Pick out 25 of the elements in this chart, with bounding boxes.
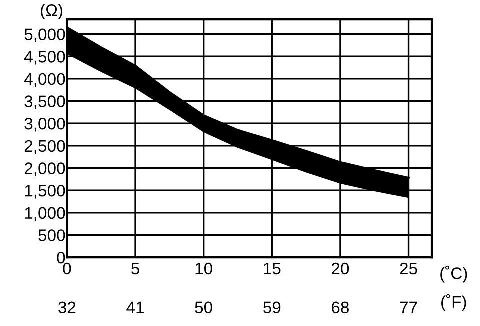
x-tick-label: 25 (400, 262, 418, 275)
x2-axis-title: (˚F) (442, 294, 466, 312)
y-tick-label: 3,500 (24, 96, 66, 110)
x2-tick-label: 32 (58, 302, 76, 314)
y-tick-label: 4,500 (24, 51, 66, 65)
y-tick-label: 3,000 (24, 118, 66, 132)
y-tick-label: 500 (38, 230, 66, 242)
y-tick-label: 2,500 (24, 140, 66, 154)
x-tick-label: 15 (264, 263, 281, 275)
y-tick-label: 5,000 (24, 28, 66, 42)
y-tick-label: 1,500 (25, 184, 66, 199)
x2-tick-label: 59 (264, 302, 281, 314)
x-tick-label: 5 (132, 263, 140, 275)
x-tick-label: 20 (332, 262, 350, 275)
y-tick-label: 1,000 (25, 207, 66, 222)
y-tick-label: 0 (57, 252, 66, 264)
x2-tick-label: 77 (400, 302, 418, 314)
y-tick-label: 4,000 (24, 73, 66, 88)
x2-tick-label: 68 (332, 302, 350, 314)
y-tick-label: 2,000 (24, 162, 66, 176)
x-axis-title: (˚C) (440, 266, 468, 283)
x2-tick-label: 50 (195, 302, 212, 314)
x2-tick-label: 41 (126, 302, 144, 314)
y-axis-title: (Ω) (41, 4, 63, 20)
x-tick-label: 10 (196, 262, 212, 275)
